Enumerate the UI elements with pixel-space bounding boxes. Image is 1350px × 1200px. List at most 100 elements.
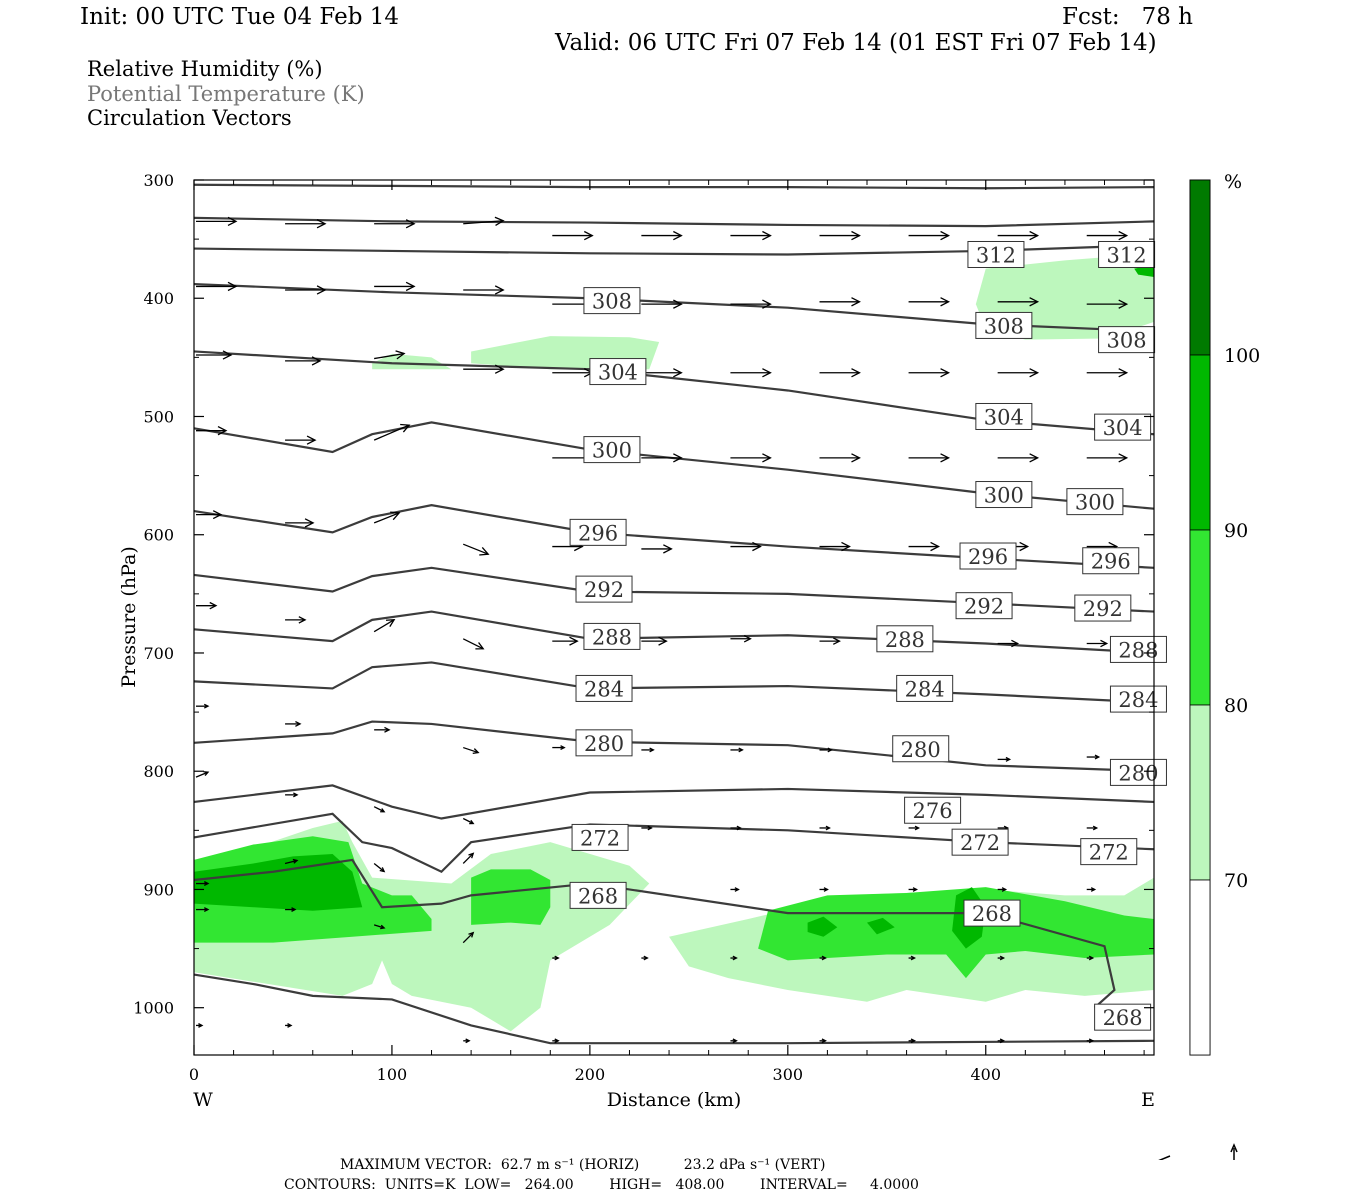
vector-head <box>379 867 386 873</box>
vector-head <box>643 955 649 961</box>
vector-head <box>227 281 238 292</box>
theta-label: 312 <box>1098 240 1156 268</box>
theta-label: 304 <box>1094 413 1152 441</box>
vector-shaft <box>462 543 489 555</box>
vector-head <box>554 955 560 961</box>
y-tick-label: 500 <box>143 407 174 426</box>
vector-head <box>203 771 210 777</box>
theta-label-text: 284 <box>584 677 624 701</box>
colorbar-band-80 <box>1189 529 1211 706</box>
circulation-vector <box>819 541 851 552</box>
vector-head <box>732 1038 738 1044</box>
vector-head <box>212 510 223 520</box>
vector-head <box>1029 297 1040 307</box>
vector-head <box>1118 230 1129 241</box>
theta-label: 268 <box>1094 1003 1152 1031</box>
forecast-hour: Fcst: 78 h <box>1062 4 1193 30</box>
vector-head <box>738 747 744 753</box>
vector-head <box>673 299 683 309</box>
circulation-vector <box>285 219 327 229</box>
vector-shaft <box>195 771 209 778</box>
vector-shaft <box>462 817 474 825</box>
circulation-vector <box>730 635 752 643</box>
vector-head <box>1005 756 1012 762</box>
theta-label: 308 <box>583 287 641 315</box>
theta-label-box <box>975 311 1033 339</box>
theta-label-text: 284 <box>905 677 945 701</box>
theta-label: 280 <box>892 735 950 763</box>
vector-head <box>465 1038 471 1044</box>
theta-label: 280 <box>575 729 633 757</box>
vector-head <box>851 368 861 378</box>
theta-label-box <box>575 575 633 603</box>
theta-label-box <box>575 729 633 757</box>
theta-contour-276 <box>193 784 1155 820</box>
vector-head <box>295 720 302 727</box>
theta-label: 268 <box>963 899 1021 927</box>
vector-head <box>569 636 579 646</box>
vector-head <box>293 792 299 798</box>
theta-label: 284 <box>896 674 954 702</box>
y-tick-label: 1000 <box>133 999 174 1018</box>
theta-label: 280 <box>1109 758 1167 786</box>
circulation-vector <box>641 636 668 646</box>
theta-label: 300 <box>1066 488 1124 516</box>
vector-head <box>209 601 218 610</box>
colorbar-band-60 <box>1189 879 1211 1056</box>
theta-label: 312 <box>967 240 1025 268</box>
theta-label-text: 268 <box>578 884 618 908</box>
theta-label: 272 <box>951 828 1009 856</box>
reference-vector-icon <box>1158 1143 1238 1160</box>
theta-label: 288 <box>1109 635 1167 663</box>
circulation-vector <box>373 423 411 441</box>
circulation-vector <box>997 756 1012 762</box>
circulation-vector <box>997 453 1040 463</box>
theta-label: 272 <box>1080 838 1138 866</box>
circulation-vector <box>463 746 480 755</box>
circulation-vector <box>285 907 297 912</box>
x-tick-label: 100 <box>377 1065 408 1084</box>
theta-label-box <box>1109 685 1167 713</box>
vector-head <box>405 281 416 292</box>
vector-head <box>999 1038 1006 1044</box>
circulation-vector <box>462 543 490 556</box>
circulation-vector <box>997 887 1008 892</box>
vector-head <box>851 453 861 463</box>
vector-head <box>762 230 772 241</box>
circulation-vector <box>819 637 841 645</box>
theta-contour-284 <box>193 661 1155 704</box>
vector-head <box>732 955 738 961</box>
vector-head <box>832 637 841 645</box>
valid-time: Valid: 06 UTC Fri 07 Feb 14 (01 EST Fri … <box>555 30 1157 56</box>
circulation-vector <box>1086 1038 1095 1044</box>
vector-head <box>841 541 851 552</box>
theta-label-box <box>575 674 633 702</box>
circulation-vector <box>373 511 401 524</box>
vector-head <box>316 219 327 229</box>
theta-label-box <box>569 518 627 546</box>
circulation-vector <box>730 887 740 892</box>
circulation-vector <box>462 817 475 825</box>
theta-contour-296 <box>193 504 1155 569</box>
theta-label-box <box>583 622 641 650</box>
vector-head <box>999 955 1006 961</box>
theta-label-box <box>1098 240 1156 268</box>
theta-label-text: 304 <box>1103 416 1143 440</box>
vector-head <box>1094 754 1101 760</box>
vector-head <box>762 368 772 378</box>
theta-label-text: 292 <box>584 578 624 602</box>
vector-head <box>203 703 210 709</box>
theta-label-text: 296 <box>578 521 618 545</box>
circulation-vector <box>819 368 861 378</box>
vector-head <box>762 299 772 309</box>
vector-head <box>827 747 833 753</box>
circulation-vector <box>462 931 475 944</box>
circulation-vector <box>730 1038 738 1044</box>
vector-head <box>1019 541 1030 552</box>
circulation-vector <box>196 703 210 709</box>
circulation-vector <box>1086 887 1097 892</box>
vector-head <box>1088 1038 1095 1044</box>
circulation-vector <box>196 350 233 360</box>
circulation-vector <box>195 771 210 778</box>
vector-shaft <box>373 424 410 441</box>
